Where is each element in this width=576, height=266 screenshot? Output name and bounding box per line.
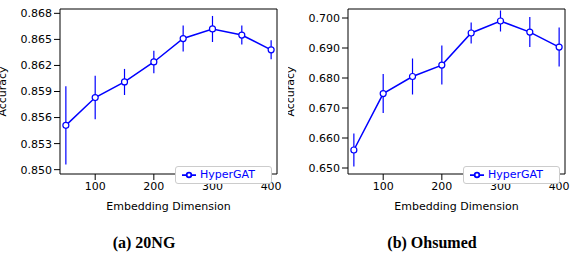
svg-text:Embedding Dimension: Embedding Dimension — [394, 200, 518, 213]
svg-text:300: 300 — [490, 180, 511, 193]
svg-text:0.865: 0.865 — [21, 33, 53, 46]
svg-text:400: 400 — [549, 180, 568, 193]
svg-text:0.853: 0.853 — [21, 138, 53, 151]
svg-text:0.660: 0.660 — [309, 132, 341, 145]
html-text:HyperGAT: HyperGAT — [200, 168, 255, 181]
svg-text:200: 200 — [143, 180, 164, 193]
html-text:(a) 20NG: (a) 20NG — [112, 234, 176, 251]
html-text:HyperGAT: HyperGAT — [488, 168, 543, 181]
html-text:(b) Ohsumed: (b) Ohsumed — [387, 234, 477, 251]
svg-text:0.862: 0.862 — [21, 59, 53, 72]
svg-text:0.868: 0.868 — [21, 7, 53, 20]
svg-text:100: 100 — [85, 180, 106, 193]
svg-text:300: 300 — [202, 180, 223, 193]
svg-text:0.680: 0.680 — [309, 72, 341, 85]
svg-text:Accuracy: Accuracy — [8, 66, 9, 117]
svg-text:0.850: 0.850 — [21, 164, 53, 177]
svg-text:0.856: 0.856 — [21, 111, 53, 124]
svg-text:0.700: 0.700 — [309, 12, 341, 25]
svg-text:200: 200 — [431, 180, 452, 193]
svg-text:400: 400 — [261, 180, 282, 193]
svg-text:0.859: 0.859 — [21, 85, 53, 98]
svg-text:Accuracy: Accuracy — [288, 66, 297, 117]
svg-text:0.670: 0.670 — [309, 102, 341, 115]
svg-text:100: 100 — [373, 180, 394, 193]
svg-text:0.690: 0.690 — [309, 42, 341, 55]
svg-text:0.650: 0.650 — [309, 162, 341, 175]
svg-text:Embedding Dimension: Embedding Dimension — [106, 200, 230, 213]
